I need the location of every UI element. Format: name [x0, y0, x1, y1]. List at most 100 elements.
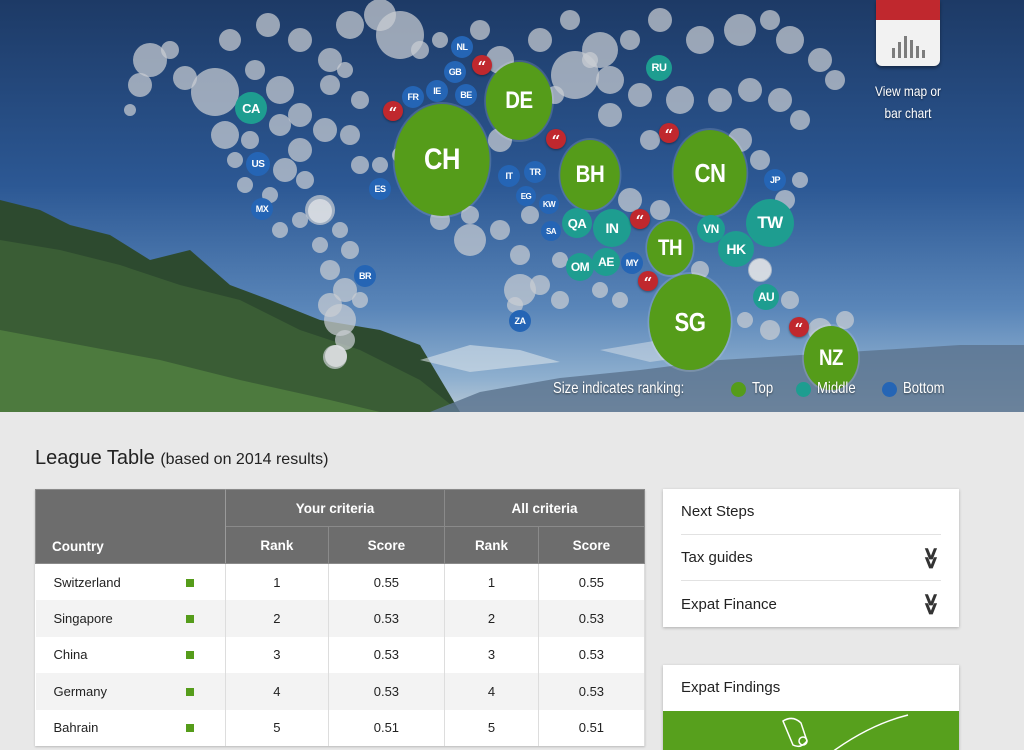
all-score-cell: 0.53 — [538, 636, 646, 673]
col-header-all-score[interactable]: Score — [537, 526, 646, 564]
col-header-country[interactable]: Country — [35, 489, 226, 564]
country-bubble-in[interactable]: IN — [593, 209, 631, 247]
next-steps-panel: Next Steps Tax guides ∨ ∨ Expat Finance ∨… — [663, 489, 959, 627]
table-row[interactable]: Germany 4 0.53 4 0.53 — [35, 673, 646, 710]
all-score-cell: 0.55 — [538, 563, 646, 600]
country-bubble-sa[interactable]: SA — [541, 221, 561, 241]
country-bubble-th[interactable]: TH — [647, 221, 693, 275]
country-bubble-ch[interactable]: CH — [394, 104, 490, 216]
next-step-tax-guides[interactable]: Tax guides ∨ ∨ — [681, 535, 941, 581]
country-bubble-br[interactable]: BR — [354, 265, 376, 287]
league-table: Country Your criteria All criteria Rank … — [35, 489, 646, 746]
country-name[interactable]: Singapore — [35, 600, 186, 637]
col-header-your-rank[interactable]: Rank — [225, 526, 329, 564]
quote-marker-icon[interactable]: “ — [789, 317, 809, 338]
map-legend: Size indicates ranking: Top Middle Botto… — [553, 380, 954, 398]
country-bubble-om[interactable]: OM — [566, 253, 594, 281]
country-bubble-mx[interactable]: MX — [251, 198, 273, 220]
quote-marker-icon[interactable]: “ — [630, 209, 650, 230]
country-bubble-eg[interactable]: EG — [516, 186, 536, 206]
your-score-cell: 0.53 — [328, 636, 446, 673]
table-row[interactable]: Bahrain 5 0.51 5 0.51 — [36, 709, 646, 746]
country-bubble-be[interactable]: BE — [455, 84, 477, 106]
quote-marker-icon[interactable]: “ — [546, 129, 566, 150]
all-rank-cell: 3 — [444, 636, 539, 673]
legend-label-top: Top — [752, 380, 774, 397]
your-score-cell: 0.51 — [328, 709, 446, 746]
country-bubble-ru[interactable]: RU — [646, 55, 672, 81]
country-bubble-jp[interactable]: JP — [764, 169, 786, 191]
your-rank-cell: 2 — [225, 600, 329, 637]
double-chevron-down-icon[interactable]: ∨ ∨ — [922, 542, 940, 572]
legend-label-bottom: Bottom — [903, 380, 945, 397]
all-score-cell: 0.51 — [538, 709, 646, 746]
league-table-heading: League Table (based on 2014 results) — [35, 447, 328, 470]
your-rank-cell: 3 — [225, 636, 329, 673]
next-steps-title-text: Next Steps — [681, 503, 755, 520]
country-name[interactable]: Germany — [35, 673, 186, 710]
quote-marker-icon[interactable]: “ — [659, 123, 679, 144]
expat-findings-title: Expat Findings — [681, 679, 781, 696]
country-bubble-es[interactable]: ES — [369, 178, 391, 200]
country-bubble-ae[interactable]: AE — [592, 248, 620, 276]
country-bubble-au[interactable]: AU — [753, 284, 779, 310]
country-bubble-de[interactable]: DE — [485, 62, 553, 140]
country-name[interactable]: China — [53, 647, 88, 663]
country-bubble-nz[interactable]: NZ — [803, 326, 859, 390]
map-land-bubbles — [124, 0, 854, 369]
country-bubble-vn[interactable]: VN — [697, 215, 725, 243]
table-row[interactable]: Singapore 2 0.53 2 0.53 — [35, 600, 646, 637]
country-bubble-tw[interactable]: TW — [746, 199, 794, 247]
table-row[interactable]: China 3 0.53 3 0.53 — [36, 636, 646, 673]
your-score-cell: 0.53 — [328, 600, 446, 637]
bar-chart-icon — [892, 36, 925, 58]
quote-marker-icon[interactable]: “ — [472, 55, 492, 76]
illustration-icon — [782, 714, 909, 750]
tier-marker-icon — [185, 636, 226, 673]
country-bubble-tr[interactable]: TR — [524, 161, 546, 183]
country-bubble-gb[interactable]: GB — [444, 61, 466, 83]
double-chevron-down-icon[interactable]: ∨ ∨ — [922, 589, 940, 618]
country-bubble-it[interactable]: IT — [498, 165, 520, 187]
country-name[interactable]: Switzerland — [53, 574, 121, 590]
hero-background — [0, 0, 1024, 412]
col-header-all-rank[interactable]: Rank — [444, 526, 539, 564]
country-bubble-ca[interactable]: CA — [235, 92, 267, 124]
country-name[interactable]: Bahrain — [53, 720, 99, 736]
country-bubble-hk[interactable]: HK — [718, 231, 754, 267]
table-row[interactable]: Switzerland 1 0.55 1 0.55 — [36, 563, 646, 600]
legend-label-middle: Middle — [816, 380, 856, 397]
country-bubble-sg[interactable]: SG — [649, 274, 731, 370]
quote-marker-icon[interactable]: “ — [638, 271, 658, 292]
country-bubble-fr[interactable]: FR — [402, 86, 424, 108]
expat-findings-panel: Expat Findings — [663, 665, 959, 750]
your-score-cell: 0.53 — [328, 673, 446, 710]
map-icon — [876, 0, 940, 20]
country-bubble-za[interactable]: ZA — [509, 310, 531, 332]
all-rank-cell: 2 — [444, 600, 539, 637]
country-bubble-kw[interactable]: KW — [539, 194, 559, 214]
tier-marker-icon — [185, 563, 226, 600]
quote-marker-icon[interactable]: “ — [383, 101, 403, 122]
country-bubble-us[interactable]: US — [246, 152, 270, 176]
all-score-cell: 0.53 — [538, 600, 646, 637]
your-rank-cell: 1 — [225, 563, 329, 600]
view-toggle-label[interactable]: View map or bar chart — [875, 83, 941, 121]
bar-chart-toggle-button[interactable] — [876, 0, 940, 66]
world-map-hero: CH SG CN DE BH TH NZ TW IN HK QA AE OM VN CA RU AU NL GB FR… — [0, 0, 1024, 412]
country-bubble-ie[interactable]: IE — [426, 80, 448, 102]
next-step-expat-finance[interactable]: Expat Finance ∨ ∨ — [681, 581, 941, 627]
all-rank-cell: 5 — [444, 709, 539, 746]
country-bubble-nl[interactable]: NL — [451, 36, 473, 58]
league-table-subtitle: (based on 2014 results) — [160, 451, 329, 468]
country-bubble-qa[interactable]: QA — [562, 208, 592, 238]
col-header-your-criteria: Your criteria — [224, 489, 446, 527]
legend-dot-middle — [795, 381, 811, 397]
country-bubble-bh[interactable]: BH — [560, 140, 620, 210]
country-bubble-cn[interactable]: CN — [673, 130, 747, 216]
legend-caption: Size indicates ranking: — [553, 380, 685, 397]
col-header-your-score[interactable]: Score — [327, 526, 446, 564]
country-bubble-my[interactable]: MY — [621, 252, 643, 274]
all-rank-cell: 4 — [444, 673, 539, 710]
expat-findings-banner[interactable] — [663, 711, 959, 750]
